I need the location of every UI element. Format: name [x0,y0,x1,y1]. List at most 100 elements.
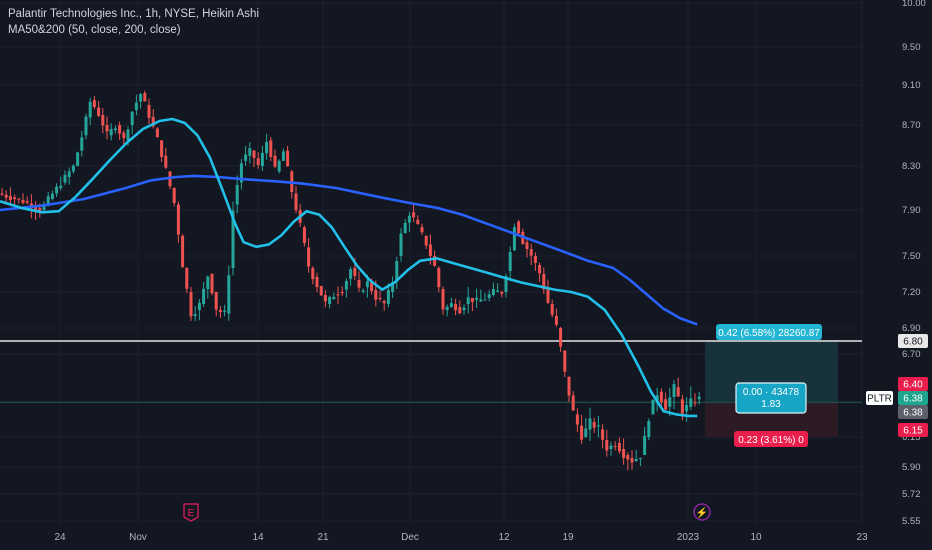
candle-body [672,384,676,398]
candle-body [365,281,369,288]
candle-body [504,276,508,292]
candle-body [689,398,693,407]
candle-body [252,150,256,158]
candle-body [609,445,613,449]
candle-body [613,446,617,447]
y-tick-label: 6.70 [902,349,921,360]
x-tick-label: 14 [252,532,264,543]
candle-body [34,205,38,211]
candle-body [38,207,42,212]
candle-body [462,307,466,310]
candle-body [130,111,134,125]
candle-body [344,280,348,290]
candle-body [433,256,437,266]
candle-body [454,304,458,311]
candle-body [596,425,600,427]
candle-body [286,150,290,167]
y-tick-label: 6.90 [902,323,921,334]
candle-body [668,397,672,407]
x-tick-label: Dec [401,532,419,543]
candle-body [256,158,260,165]
y-tick-label: 8.70 [902,120,921,131]
indicator-label: MA50&200 (50, close, 200, close) [8,24,181,36]
axis-tag-stop: 6.15 [898,423,928,437]
x-tick-label: 10 [750,532,762,543]
candle-body [391,282,395,292]
candle-body [206,276,210,289]
candle-body [630,458,634,463]
y-tick-label: 5.55 [902,516,921,527]
candle-body [554,316,558,325]
candle-body [500,292,504,294]
candle-body [160,140,164,157]
candle-body [601,429,605,440]
candle-body [189,292,193,317]
candle-body [634,459,638,461]
x-tick-label: 2023 [677,532,700,543]
candle-body [46,196,50,205]
stop-label-bg [734,431,808,447]
candle-body [592,421,596,428]
candle-body [315,277,319,287]
candle-body [626,455,630,460]
candle-body [508,252,512,271]
y-tick-label: 10.00 [902,0,926,9]
candle-body [176,204,180,235]
candle-body [685,404,689,412]
candle-body [659,391,663,402]
candle-body [680,399,684,414]
bolt-icon [693,503,711,521]
candle-body [294,193,298,211]
candle-body [239,163,243,183]
candle-body [181,235,185,268]
candle-body [265,142,269,154]
axis-tag-symbol-bg [866,391,893,405]
candle-body [269,140,273,157]
candle-body [328,296,332,304]
x-axis: 24 Nov 14 21 Dec 12 19 2023 10 23 [54,532,868,543]
candle-body [260,152,264,166]
y-axis: 10.00 9.50 9.10 8.70 8.30 7.90 7.50 7.20 6.90 6.7… [902,0,926,527]
candle-body [575,414,579,425]
candle-body [147,105,151,118]
axis-tag-last2-text: 6.38 [903,408,923,419]
candle-body [210,274,214,294]
candle-body [4,194,8,198]
candle-body [323,295,327,302]
x-tick-label: 21 [317,532,329,543]
candle-body [223,310,227,312]
candle-body [622,449,626,458]
y-tick-label: 7.20 [902,287,921,298]
candle-body [483,299,487,301]
candle-body [235,184,239,205]
y-tick-label: 9.10 [902,80,921,91]
candle-body [63,175,67,183]
axis-tag-last2: 6.38 [898,405,928,419]
candle-body [395,261,399,280]
target-label-bg [716,324,822,340]
candle-body [113,128,117,131]
target-label: 0.42 (6.58%) 28260.87 [716,324,822,340]
axis-tag-last-bg [898,391,928,405]
axis-tag-stop-text: 6.15 [903,426,923,437]
candle-body [193,314,197,316]
candle-body [647,420,651,437]
candle-body [651,399,655,415]
candle-body [202,288,206,304]
candle-body [92,100,96,108]
candle-body [525,242,529,250]
axis-tag-target-text: 6.80 [903,337,923,348]
candle-body [382,301,386,304]
candle-body [605,440,609,451]
candle-body [126,129,130,141]
candle-body [517,221,521,234]
y-tick-label: 7.50 [902,251,921,262]
candle-body [399,233,403,256]
candle-body [512,227,516,251]
candle-body [403,222,407,233]
candle-body [407,215,411,223]
x-tick-label: 24 [54,532,66,543]
candle-body [50,193,54,199]
